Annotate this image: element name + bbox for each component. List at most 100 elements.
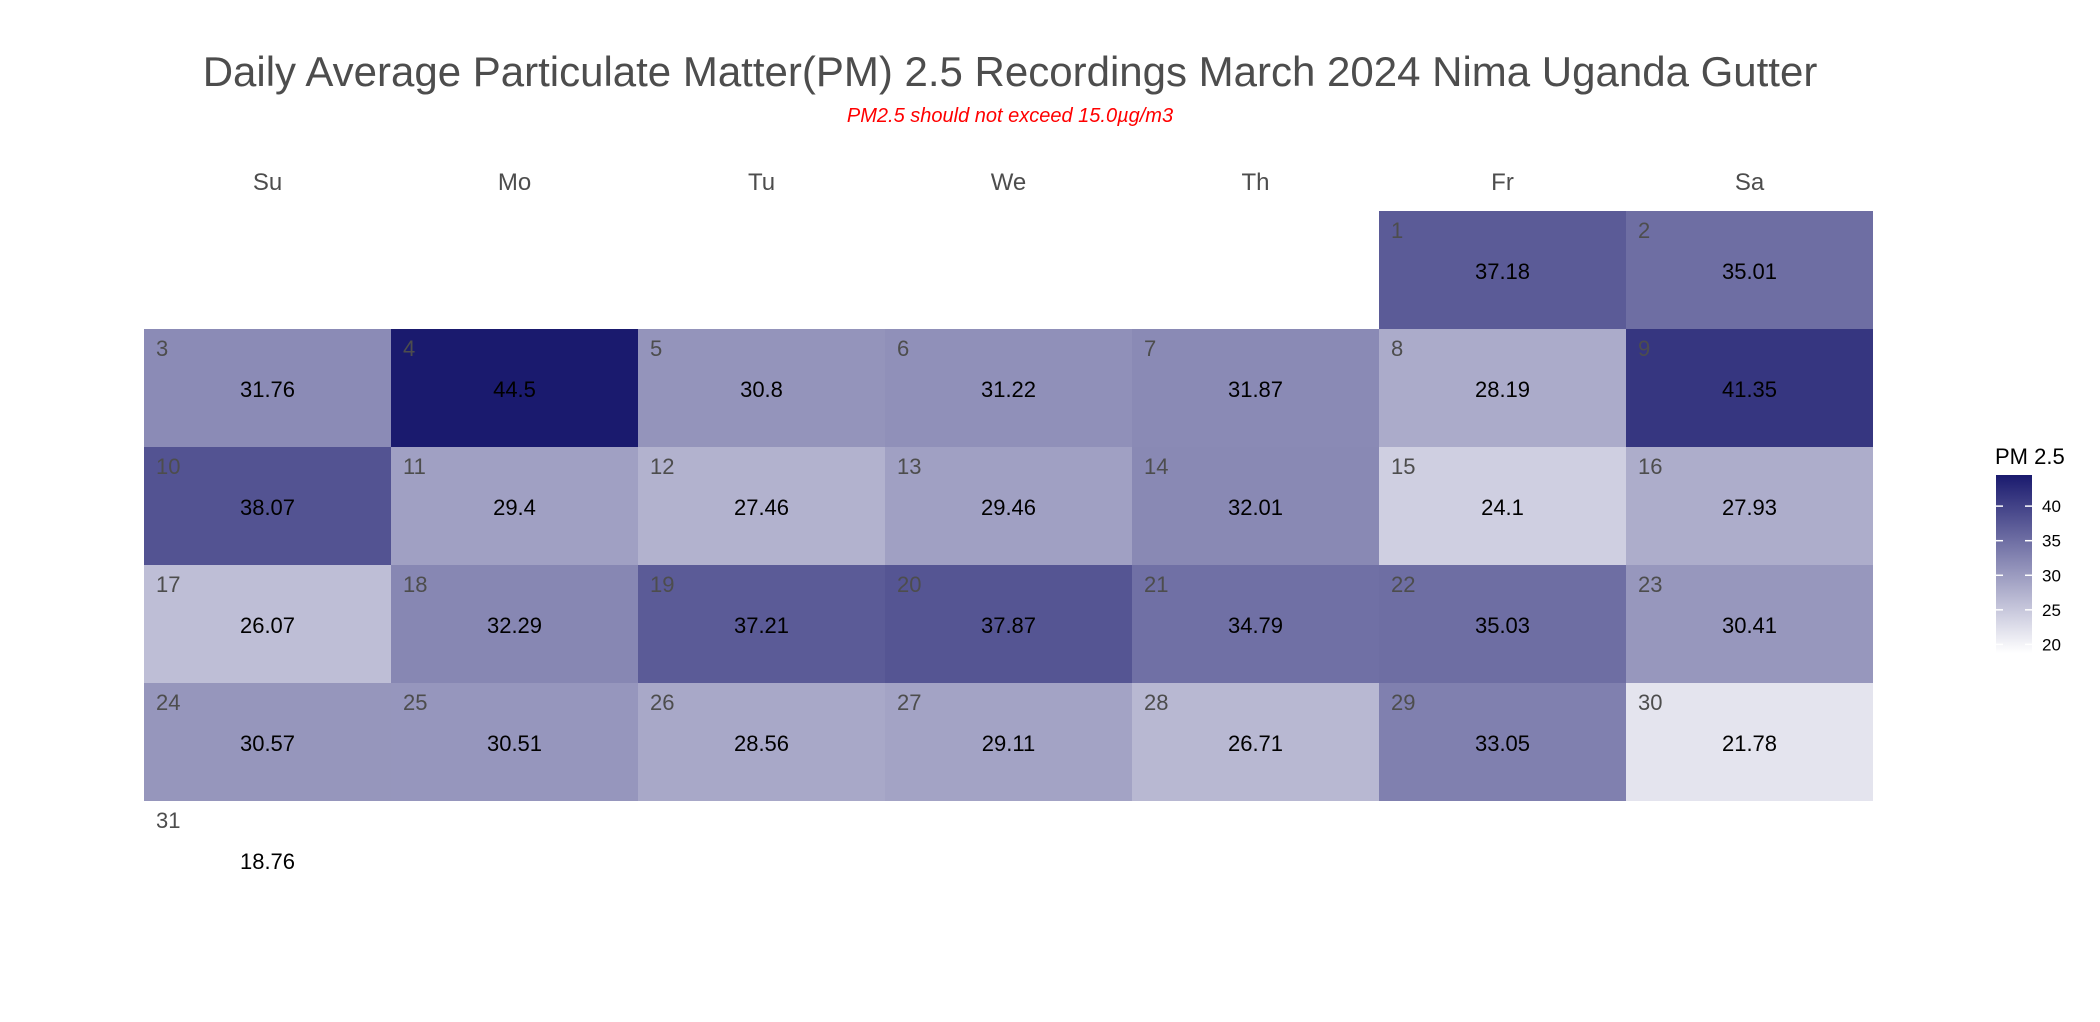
cell-fill [1379,447,1626,565]
day-number: 24 [156,690,180,715]
legend-tick-label: 35 [2042,532,2061,551]
calendar-cell-30: 30 21.78 [1626,683,1873,801]
calendar-cell-27: 27 29.11 [885,683,1132,801]
value-label: 30.41 [1722,613,1777,638]
value-label: 44.5 [493,377,536,402]
cell-fill [638,447,885,565]
calendar-cell-20: 20 37.87 [885,565,1132,683]
value-label: 26.07 [240,613,295,638]
day-number: 9 [1638,336,1650,361]
day-number: 20 [897,572,921,597]
calendar-cell-18: 18 32.29 [391,565,638,683]
value-label: 33.05 [1475,731,1530,756]
day-number: 19 [650,572,674,597]
calendar-cell-23: 23 30.41 [1626,565,1873,683]
weekday-label-th: Th [1241,169,1269,196]
value-label: 28.56 [734,731,789,756]
day-number: 17 [156,572,180,597]
calendar-cell-2: 235.01 [1626,211,1873,329]
legend: PM 2.5 20 25 30 35 40 [1995,444,2065,654]
weekday-label-sa: Sa [1735,169,1765,196]
cell-fill [1132,683,1379,801]
value-label: 37.21 [734,613,789,638]
day-number: 5 [650,336,662,361]
day-number: 29 [1391,690,1415,715]
legend-colorbar [1996,475,2032,653]
calendar-cell-12: 12 27.46 [638,447,885,565]
cell-fill [144,329,391,447]
day-number: 31 [156,808,180,833]
day-number: 28 [1144,690,1168,715]
day-number: 11 [403,454,426,479]
calendar-cell-10: 10 38.07 [144,447,391,565]
weekday-label-tu: Tu [748,169,775,196]
calendar-cell-3: 331.76 [144,329,391,447]
value-label: 29.46 [981,495,1036,520]
value-label: 18.76 [240,849,295,874]
calendar-cells: 137.18235.01331.76444.5530.8631.22731.87… [144,211,1873,919]
calendar-cell-5: 530.8 [638,329,885,447]
value-label: 30.57 [240,731,295,756]
day-number: 25 [403,690,427,715]
cell-fill [144,447,391,565]
weekday-label-fr: Fr [1491,169,1514,196]
day-number: 26 [650,690,674,715]
calendar-cell-31: 31 18.76 [144,801,391,919]
weekday-headers: Su Mo Tu We Th Fr Sa [253,169,1765,196]
cell-fill [638,565,885,683]
cell-fill [1132,447,1379,565]
calendar-cell-21: 21 34.79 [1132,565,1379,683]
cell-fill [1626,565,1873,683]
calendar-cell-22: 22 35.03 [1379,565,1626,683]
cell-fill [144,683,391,801]
day-number: 22 [1391,572,1415,597]
value-label: 38.07 [240,495,295,520]
calendar-cell-4: 444.5 [391,329,638,447]
value-label: 34.79 [1228,613,1283,638]
day-number: 30 [1638,690,1662,715]
value-label: 31.76 [240,377,295,402]
weekday-label-su: Su [253,169,282,196]
cell-fill [1626,447,1873,565]
value-label: 29.11 [982,731,1035,756]
legend-ticks: 20 25 30 35 40 [1996,497,2061,654]
day-number: 1 [1391,218,1403,243]
cell-fill [1379,329,1626,447]
legend-title: PM 2.5 [1995,444,2065,469]
cell-fill [391,447,638,565]
day-number: 6 [897,336,909,361]
day-number: 23 [1638,572,1662,597]
cell-fill [391,565,638,683]
value-label: 32.29 [487,613,542,638]
calendar-cell-28: 28 26.71 [1132,683,1379,801]
cell-fill [885,447,1132,565]
chart-subtitle: PM2.5 should not exceed 15.0µg/m3 [847,105,1173,127]
cell-fill [1626,683,1873,801]
calendar-cell-29: 29 33.05 [1379,683,1626,801]
legend-tick-label: 40 [2042,497,2061,516]
value-label: 21.78 [1722,731,1777,756]
calendar-cell-11: 11 29.4 [391,447,638,565]
calendar-cell-8: 828.19 [1379,329,1626,447]
value-label: 32.01 [1228,495,1283,520]
day-number: 15 [1391,454,1415,479]
day-number: 8 [1391,336,1403,361]
legend-tick-label: 30 [2042,566,2061,585]
day-number: 21 [1144,572,1168,597]
day-number: 7 [1144,336,1156,361]
cell-fill [391,683,638,801]
cell-fill [1379,211,1626,329]
day-number: 10 [156,454,180,479]
weekday-label-we: We [991,169,1027,196]
cell-fill [391,329,638,447]
value-label: 30.51 [487,731,542,756]
calendar-cell-7: 731.87 [1132,329,1379,447]
value-label: 29.4 [493,495,536,520]
value-label: 35.01 [1722,259,1777,284]
calendar-cell-9: 941.35 [1626,329,1873,447]
legend-tick-label: 25 [2042,601,2061,620]
cell-fill [1379,565,1626,683]
day-number: 12 [650,454,674,479]
day-number: 3 [156,336,168,361]
